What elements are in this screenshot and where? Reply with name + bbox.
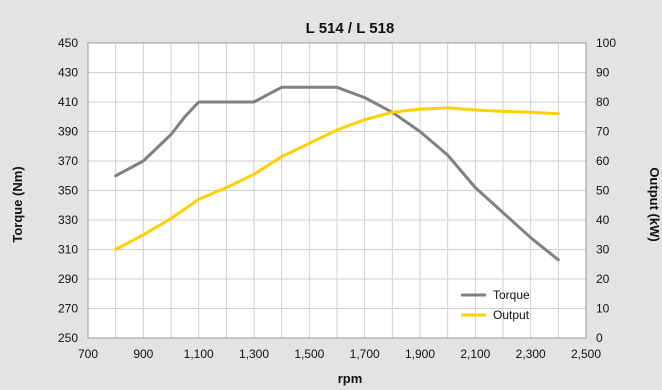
x-tick-label: 2,100: [460, 347, 490, 361]
legend-label-output: Output: [493, 308, 530, 322]
y-left-tick-label: 390: [58, 125, 78, 139]
y-left-tick-label: 290: [58, 272, 78, 286]
grid: [88, 43, 586, 338]
y-left-tick-label: 370: [58, 154, 78, 168]
y-right-tick-label: 60: [596, 154, 610, 168]
y-left-tick-label: 430: [58, 66, 78, 80]
legend: Torque Output: [461, 288, 530, 322]
x-tick-label: 2,300: [516, 347, 546, 361]
y-left-tick-label: 410: [58, 95, 78, 109]
y-axis-left-label: Torque (Nm): [10, 166, 25, 242]
y-right-tick-label: 80: [596, 95, 610, 109]
series-group: [114, 85, 560, 262]
y-left-tick-label: 450: [58, 36, 78, 50]
y-right-tick-label: 90: [596, 66, 610, 80]
tick-labels: 700 900 1,100 1,300 1,500 1,700 1,900 2,100 2,30…: [58, 36, 616, 361]
x-tick-label: 2,500: [571, 347, 601, 361]
x-tick-label: 1,900: [405, 347, 435, 361]
x-tick-label: 1,500: [294, 347, 324, 361]
y-left-tick-label: 330: [58, 213, 78, 227]
y-right-tick-label: 40: [596, 213, 610, 227]
x-tick-label: 1,300: [239, 347, 269, 361]
y-axis-right-label: Output (kW): [647, 167, 662, 241]
y-right-tick-label: 70: [596, 125, 610, 139]
y-left-tick-label: 350: [58, 184, 78, 198]
x-tick-label: 1,700: [350, 347, 380, 361]
y-right-tick-label: 0: [596, 331, 603, 345]
y-right-tick-label: 50: [596, 184, 610, 198]
y-right-tick-label: 30: [596, 243, 610, 257]
series-line-torque: [114, 85, 560, 262]
x-tick-label: 900: [133, 347, 153, 361]
y-left-tick-label: 310: [58, 243, 78, 257]
series-line-output: [114, 106, 560, 251]
x-tick-label: 1,100: [184, 347, 214, 361]
y-right-tick-label: 100: [596, 36, 616, 50]
y-left-tick-label: 250: [58, 331, 78, 345]
chart-title: L 514 / L 518: [306, 20, 395, 37]
y-left-tick-label: 270: [58, 302, 78, 316]
legend-label-torque: Torque: [493, 288, 530, 302]
plot-frame: [87, 42, 587, 339]
y-right-tick-label: 20: [596, 272, 610, 286]
x-axis-label: rpm: [338, 371, 363, 386]
y-right-tick-label: 10: [596, 302, 610, 316]
x-tick-label: 700: [78, 347, 98, 361]
